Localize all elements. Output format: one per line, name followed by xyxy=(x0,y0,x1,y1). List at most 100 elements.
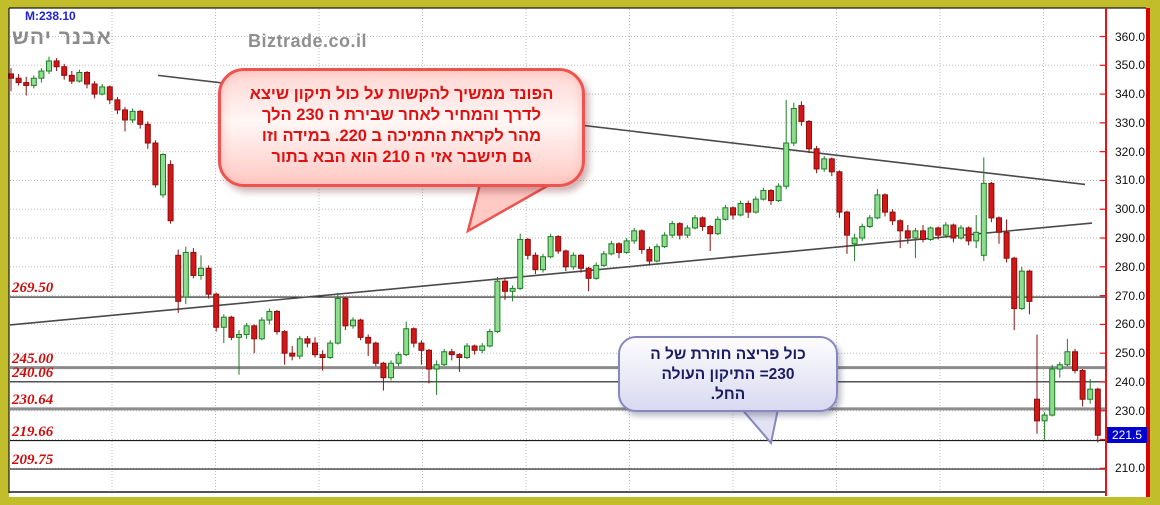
candle-body xyxy=(532,254,539,271)
callout-line: החל. xyxy=(710,386,746,403)
candle-body xyxy=(920,230,926,240)
candle-body xyxy=(509,287,516,292)
callout-line: 230= התיקון העולה xyxy=(661,366,795,383)
candle-body xyxy=(935,227,942,236)
candle-body xyxy=(958,227,964,239)
candle-body xyxy=(319,354,326,359)
candle-body xyxy=(114,99,121,111)
candle-body xyxy=(289,352,296,357)
candle-body xyxy=(562,250,569,268)
candle-body xyxy=(228,316,235,338)
candle-body xyxy=(707,226,714,235)
candle-body xyxy=(152,142,159,186)
candle-body xyxy=(23,82,30,86)
candle-body xyxy=(334,297,341,344)
y-axis-tick-label: 350.0 xyxy=(1114,58,1145,73)
candle-body xyxy=(1018,270,1025,310)
candle-body xyxy=(91,83,98,95)
candle-body xyxy=(813,148,820,170)
analysis-callout-blue: כול פריצה חוזרת של ה 230= התיקון העולה ה… xyxy=(618,336,838,412)
candle-body xyxy=(547,236,554,258)
candle-body xyxy=(897,220,904,232)
candle-body xyxy=(448,351,455,356)
candle-body xyxy=(760,190,767,200)
candle-body xyxy=(266,310,273,321)
candle-body xyxy=(836,171,843,213)
candle-body xyxy=(365,336,372,344)
candle-body xyxy=(372,342,379,364)
candle-body xyxy=(182,251,189,298)
candle-body xyxy=(912,230,919,239)
candle-body xyxy=(1011,257,1018,310)
candle-body xyxy=(745,202,752,213)
current-price-badge: 221.5 xyxy=(1107,427,1147,443)
candle-body xyxy=(654,246,660,262)
candle-body xyxy=(844,211,850,236)
candle-body xyxy=(137,110,144,125)
candle-body xyxy=(783,142,790,187)
candle-body xyxy=(775,185,782,202)
candle-body xyxy=(1087,388,1094,400)
candle-body xyxy=(524,238,531,256)
y-axis-tick-label: 260.0 xyxy=(1114,317,1145,332)
candle-body xyxy=(1072,351,1078,371)
candle-body xyxy=(251,325,258,340)
candle-body xyxy=(106,86,113,101)
candle-body xyxy=(1064,351,1071,366)
candle-body xyxy=(874,194,881,219)
candle-body xyxy=(714,218,721,235)
candle-body xyxy=(129,110,136,121)
candle-body xyxy=(669,223,676,236)
candle-body xyxy=(213,293,220,328)
candle-body xyxy=(752,198,759,213)
candle-body xyxy=(851,237,858,245)
candle-body xyxy=(631,230,638,242)
candle-body xyxy=(395,354,402,364)
candle-body xyxy=(456,354,463,359)
candle-body xyxy=(730,207,736,216)
candle-body xyxy=(608,243,615,255)
moving-average-value-label: M:238.10 xyxy=(25,9,76,23)
candle-body xyxy=(53,60,60,68)
candle-body xyxy=(494,280,501,333)
y-axis-tick-label: 320.0 xyxy=(1114,144,1145,159)
candle-body xyxy=(600,253,607,266)
candle-body xyxy=(38,70,45,79)
candle-body xyxy=(555,236,562,252)
candle-body xyxy=(570,254,577,268)
candle-body xyxy=(904,230,911,239)
candle-body xyxy=(46,60,52,72)
candle-body xyxy=(798,105,805,122)
candle-body xyxy=(517,238,524,289)
candle-body xyxy=(790,107,797,144)
candle-body xyxy=(61,66,68,76)
candle-body xyxy=(486,331,493,347)
candle-body xyxy=(220,316,227,328)
candle-body xyxy=(167,164,174,222)
price-level-label: 219.66 xyxy=(12,423,54,440)
candle-body xyxy=(623,240,630,253)
candle-body xyxy=(190,251,197,276)
y-axis-tick-label: 210.0 xyxy=(1114,461,1145,476)
candle-body xyxy=(304,338,311,344)
candle-body xyxy=(464,345,470,359)
candle-body xyxy=(205,267,212,295)
candle-body xyxy=(684,227,691,236)
y-axis-tick-label: 340.0 xyxy=(1114,87,1145,102)
candle-body xyxy=(540,256,546,271)
candle-body xyxy=(99,86,106,95)
price-level-label: 269.50 xyxy=(12,280,54,297)
candle-body xyxy=(1034,398,1040,422)
candle-body xyxy=(950,224,957,239)
callout-line: הפונד ממשיך להקשות על כול תיקון שיצא xyxy=(249,85,554,103)
candle-body xyxy=(433,364,440,370)
y-axis-tick-label: 240.0 xyxy=(1114,374,1145,389)
candle-body xyxy=(84,71,90,85)
ascending-support-trendline[interactable] xyxy=(9,222,1093,326)
candle-body xyxy=(889,211,896,222)
candle-body xyxy=(471,345,478,351)
candle-body xyxy=(1003,231,1010,259)
right-red-border xyxy=(1146,8,1150,497)
